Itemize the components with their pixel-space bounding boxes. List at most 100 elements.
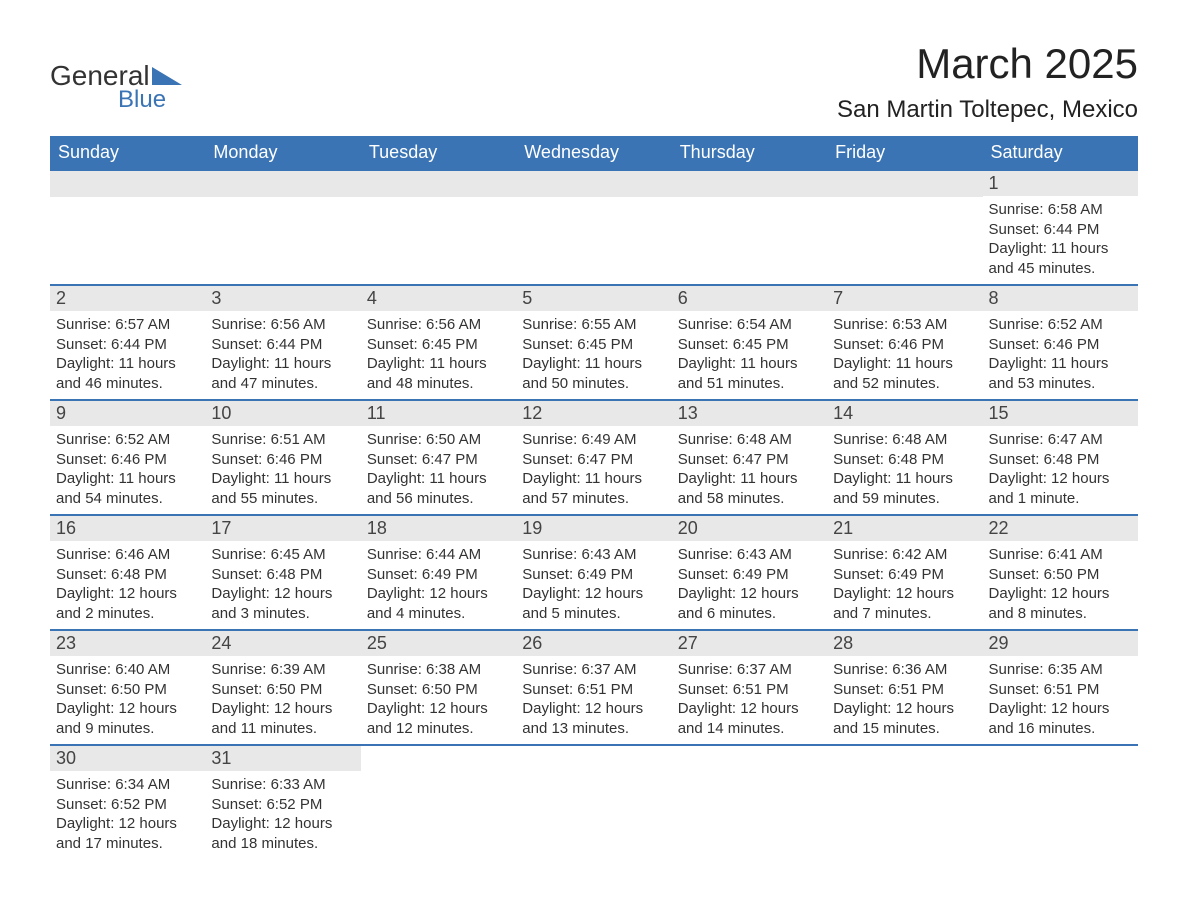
- sunset-text: Sunset: 6:45 PM: [678, 335, 821, 355]
- sunset-text: Sunset: 6:49 PM: [833, 565, 976, 585]
- day-number: 17: [205, 516, 360, 541]
- sunrise-text: Sunrise: 6:57 AM: [56, 315, 199, 335]
- sunset-text: Sunset: 6:46 PM: [211, 450, 354, 470]
- week-row: 23Sunrise: 6:40 AMSunset: 6:50 PMDayligh…: [50, 630, 1138, 745]
- day-details: Sunrise: 6:50 AMSunset: 6:47 PMDaylight:…: [361, 426, 516, 514]
- daylight-text: Daylight: 12 hours and 12 minutes.: [367, 699, 510, 738]
- day-number: 9: [50, 401, 205, 426]
- sunset-text: Sunset: 6:49 PM: [367, 565, 510, 585]
- daylight-text: Daylight: 12 hours and 16 minutes.: [989, 699, 1132, 738]
- logo-triangle-icon: [152, 67, 182, 85]
- day-cell: 20Sunrise: 6:43 AMSunset: 6:49 PMDayligh…: [672, 515, 827, 630]
- daylight-text: Daylight: 11 hours and 47 minutes.: [211, 354, 354, 393]
- day-number: 19: [516, 516, 671, 541]
- day-cell: 13Sunrise: 6:48 AMSunset: 6:47 PMDayligh…: [672, 400, 827, 515]
- sunset-text: Sunset: 6:50 PM: [211, 680, 354, 700]
- daylight-text: Daylight: 12 hours and 11 minutes.: [211, 699, 354, 738]
- daylight-text: Daylight: 12 hours and 18 minutes.: [211, 814, 354, 853]
- day-details: Sunrise: 6:38 AMSunset: 6:50 PMDaylight:…: [361, 656, 516, 744]
- daylight-text: Daylight: 12 hours and 7 minutes.: [833, 584, 976, 623]
- day-cell: 8Sunrise: 6:52 AMSunset: 6:46 PMDaylight…: [983, 285, 1138, 400]
- week-row: 30Sunrise: 6:34 AMSunset: 6:52 PMDayligh…: [50, 745, 1138, 859]
- location-label: San Martin Toltepec, Mexico: [837, 96, 1138, 124]
- calendar-table: Sunday Monday Tuesday Wednesday Thursday…: [50, 136, 1138, 859]
- sunset-text: Sunset: 6:48 PM: [211, 565, 354, 585]
- sunset-text: Sunset: 6:46 PM: [989, 335, 1132, 355]
- dow-friday: Friday: [827, 136, 982, 170]
- day-cell: 28Sunrise: 6:36 AMSunset: 6:51 PMDayligh…: [827, 630, 982, 745]
- sunrise-text: Sunrise: 6:43 AM: [678, 545, 821, 565]
- day-cell: 29Sunrise: 6:35 AMSunset: 6:51 PMDayligh…: [983, 630, 1138, 745]
- day-cell: 24Sunrise: 6:39 AMSunset: 6:50 PMDayligh…: [205, 630, 360, 745]
- empty-day-bar: [361, 171, 516, 197]
- empty-day-bar: [516, 171, 671, 197]
- day-number: 21: [827, 516, 982, 541]
- sunrise-text: Sunrise: 6:33 AM: [211, 775, 354, 795]
- day-number: 3: [205, 286, 360, 311]
- sunset-text: Sunset: 6:47 PM: [522, 450, 665, 470]
- day-number: 4: [361, 286, 516, 311]
- day-cell: 1Sunrise: 6:58 AMSunset: 6:44 PMDaylight…: [983, 170, 1138, 285]
- day-number: 15: [983, 401, 1138, 426]
- logo: General Blue: [50, 60, 182, 114]
- sunrise-text: Sunrise: 6:35 AM: [989, 660, 1132, 680]
- daylight-text: Daylight: 11 hours and 46 minutes.: [56, 354, 199, 393]
- sunrise-text: Sunrise: 6:48 AM: [678, 430, 821, 450]
- sunset-text: Sunset: 6:50 PM: [367, 680, 510, 700]
- day-cell: 4Sunrise: 6:56 AMSunset: 6:45 PMDaylight…: [361, 285, 516, 400]
- week-row: 9Sunrise: 6:52 AMSunset: 6:46 PMDaylight…: [50, 400, 1138, 515]
- daylight-text: Daylight: 12 hours and 3 minutes.: [211, 584, 354, 623]
- daylight-text: Daylight: 12 hours and 1 minute.: [989, 469, 1132, 508]
- day-cell: 15Sunrise: 6:47 AMSunset: 6:48 PMDayligh…: [983, 400, 1138, 515]
- day-number: 25: [361, 631, 516, 656]
- sunset-text: Sunset: 6:52 PM: [56, 795, 199, 815]
- sunrise-text: Sunrise: 6:40 AM: [56, 660, 199, 680]
- day-details: Sunrise: 6:41 AMSunset: 6:50 PMDaylight:…: [983, 541, 1138, 629]
- daylight-text: Daylight: 11 hours and 52 minutes.: [833, 354, 976, 393]
- day-cell: [50, 170, 205, 285]
- daylight-text: Daylight: 11 hours and 50 minutes.: [522, 354, 665, 393]
- day-cell: [516, 745, 671, 859]
- day-number: 5: [516, 286, 671, 311]
- day-cell: 25Sunrise: 6:38 AMSunset: 6:50 PMDayligh…: [361, 630, 516, 745]
- sunrise-text: Sunrise: 6:45 AM: [211, 545, 354, 565]
- daylight-text: Daylight: 12 hours and 5 minutes.: [522, 584, 665, 623]
- month-title: March 2025: [837, 40, 1138, 88]
- day-cell: 9Sunrise: 6:52 AMSunset: 6:46 PMDaylight…: [50, 400, 205, 515]
- day-number: 27: [672, 631, 827, 656]
- sunrise-text: Sunrise: 6:39 AM: [211, 660, 354, 680]
- daylight-text: Daylight: 11 hours and 53 minutes.: [989, 354, 1132, 393]
- day-number: 14: [827, 401, 982, 426]
- day-number: 8: [983, 286, 1138, 311]
- day-of-week-row: Sunday Monday Tuesday Wednesday Thursday…: [50, 136, 1138, 170]
- day-details: Sunrise: 6:35 AMSunset: 6:51 PMDaylight:…: [983, 656, 1138, 744]
- day-cell: 19Sunrise: 6:43 AMSunset: 6:49 PMDayligh…: [516, 515, 671, 630]
- day-cell: [827, 745, 982, 859]
- sunset-text: Sunset: 6:44 PM: [56, 335, 199, 355]
- daylight-text: Daylight: 11 hours and 59 minutes.: [833, 469, 976, 508]
- day-details: Sunrise: 6:43 AMSunset: 6:49 PMDaylight:…: [516, 541, 671, 629]
- sunset-text: Sunset: 6:46 PM: [833, 335, 976, 355]
- day-cell: 11Sunrise: 6:50 AMSunset: 6:47 PMDayligh…: [361, 400, 516, 515]
- sunset-text: Sunset: 6:45 PM: [522, 335, 665, 355]
- day-details: Sunrise: 6:53 AMSunset: 6:46 PMDaylight:…: [827, 311, 982, 399]
- day-details: Sunrise: 6:48 AMSunset: 6:47 PMDaylight:…: [672, 426, 827, 514]
- day-cell: [672, 745, 827, 859]
- day-details: Sunrise: 6:54 AMSunset: 6:45 PMDaylight:…: [672, 311, 827, 399]
- daylight-text: Daylight: 11 hours and 55 minutes.: [211, 469, 354, 508]
- daylight-text: Daylight: 12 hours and 8 minutes.: [989, 584, 1132, 623]
- day-cell: 14Sunrise: 6:48 AMSunset: 6:48 PMDayligh…: [827, 400, 982, 515]
- logo-text-blue: Blue: [118, 86, 182, 114]
- day-cell: [672, 170, 827, 285]
- day-details: Sunrise: 6:37 AMSunset: 6:51 PMDaylight:…: [672, 656, 827, 744]
- day-cell: 27Sunrise: 6:37 AMSunset: 6:51 PMDayligh…: [672, 630, 827, 745]
- sunset-text: Sunset: 6:47 PM: [678, 450, 821, 470]
- day-number: 30: [50, 746, 205, 771]
- sunrise-text: Sunrise: 6:56 AM: [367, 315, 510, 335]
- day-details: Sunrise: 6:58 AMSunset: 6:44 PMDaylight:…: [983, 196, 1138, 284]
- daylight-text: Daylight: 11 hours and 56 minutes.: [367, 469, 510, 508]
- day-number: 13: [672, 401, 827, 426]
- day-cell: 3Sunrise: 6:56 AMSunset: 6:44 PMDaylight…: [205, 285, 360, 400]
- day-details: Sunrise: 6:40 AMSunset: 6:50 PMDaylight:…: [50, 656, 205, 744]
- dow-thursday: Thursday: [672, 136, 827, 170]
